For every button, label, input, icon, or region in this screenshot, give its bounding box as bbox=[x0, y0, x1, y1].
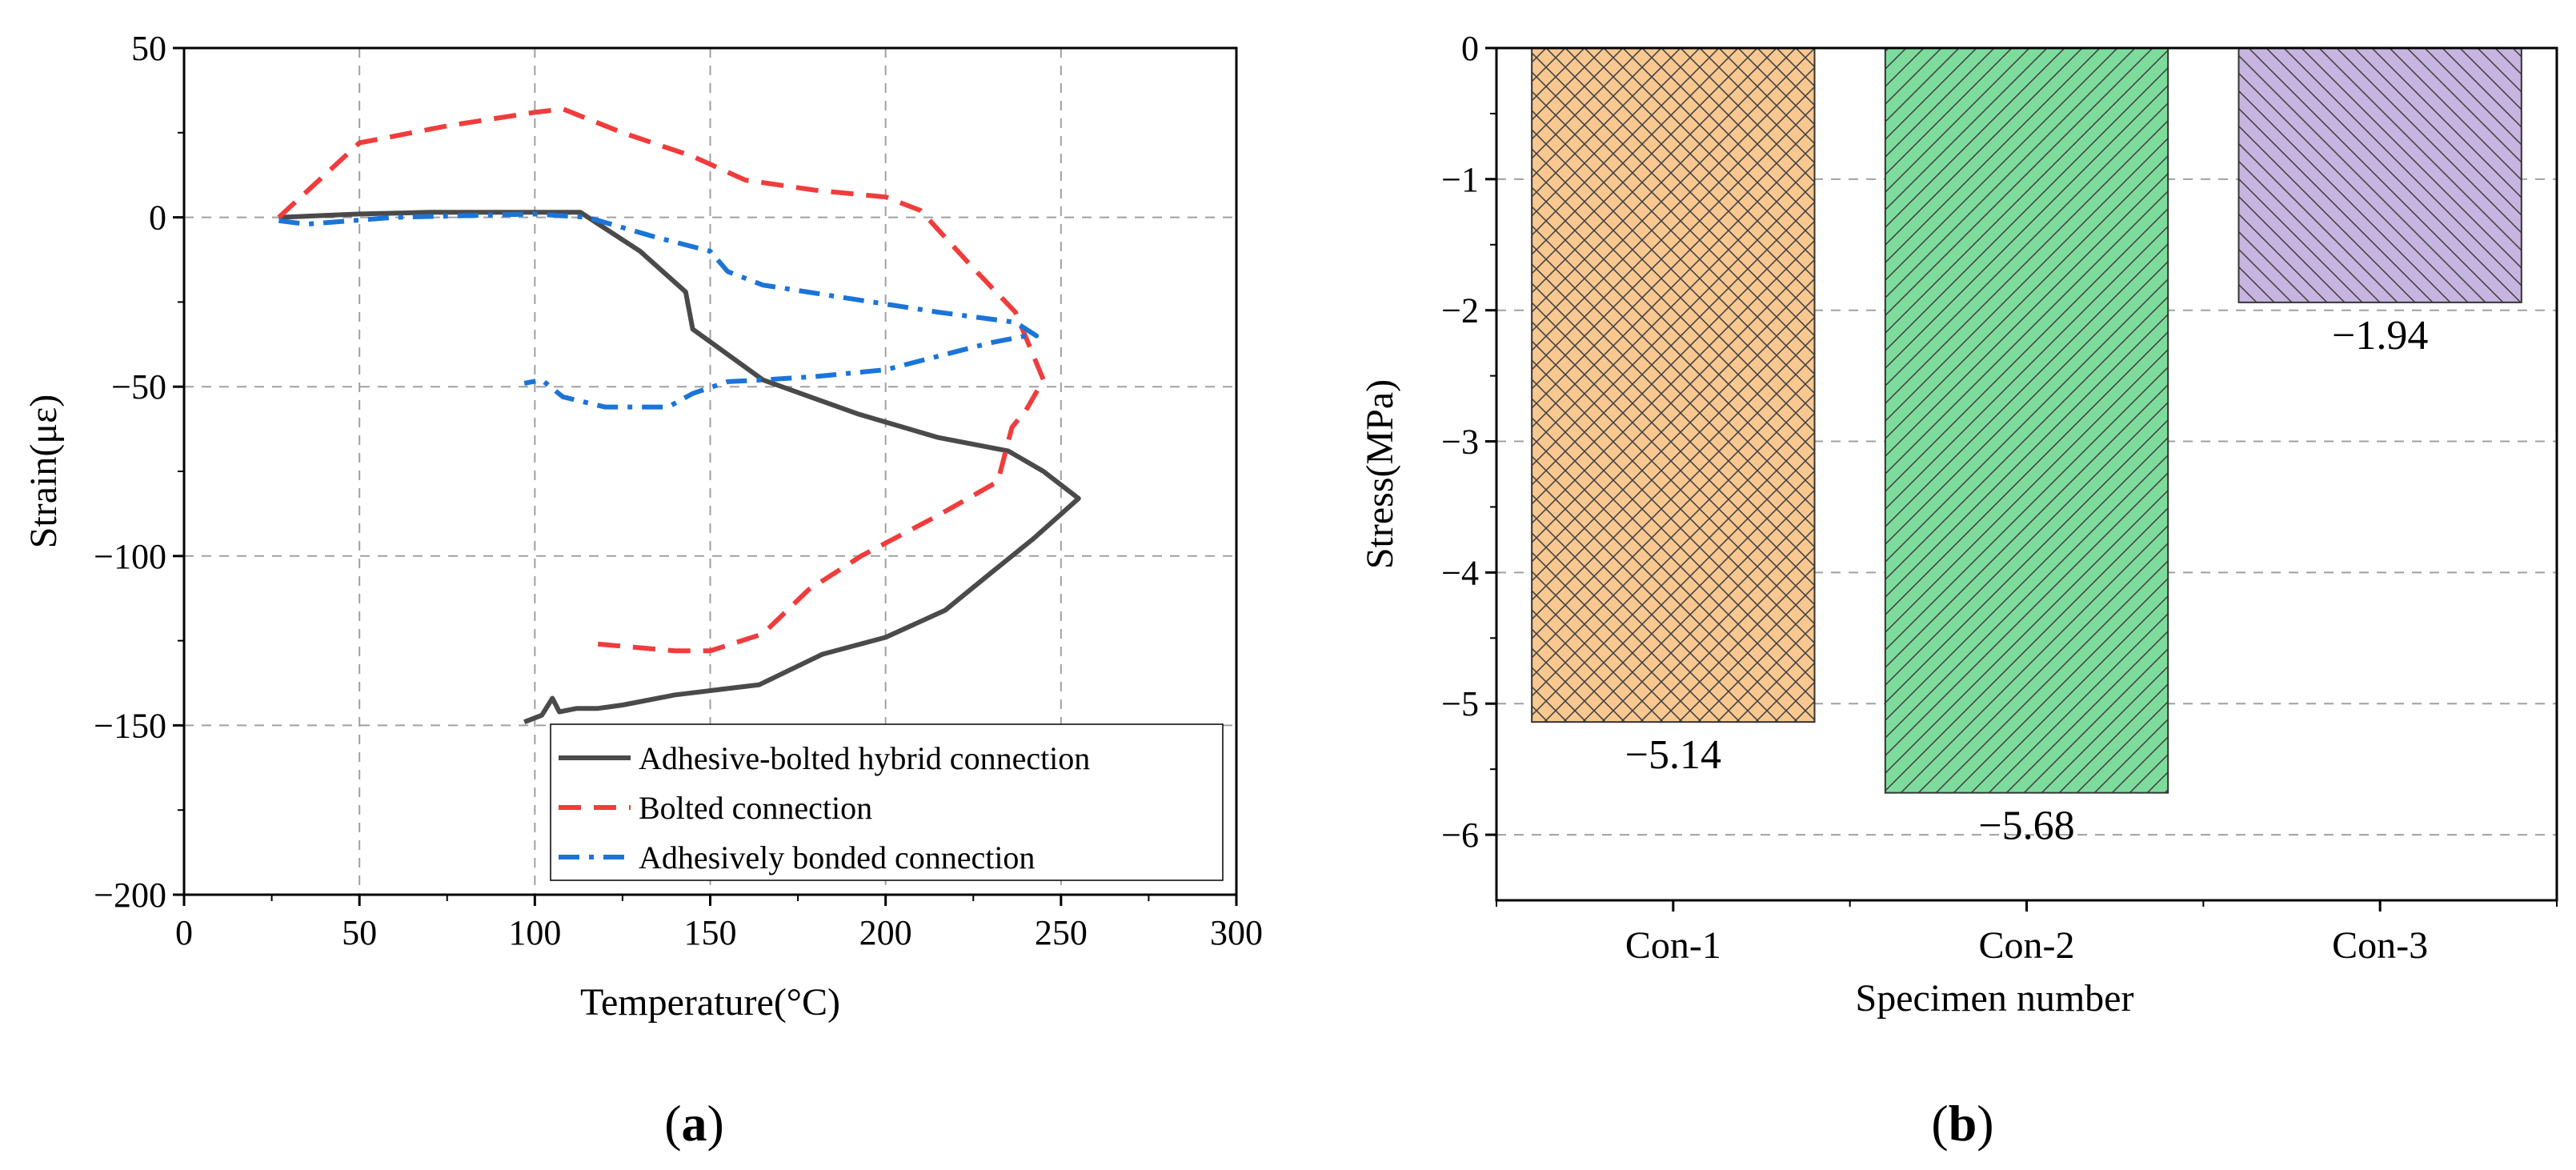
axis-ticks: 0 50 100 150 200 250 300 50 0 −50 −100 −150 −200 bbox=[94, 29, 1263, 952]
bar-value-label: −5.68 bbox=[1978, 803, 2074, 849]
x-tick-label: 150 bbox=[684, 913, 737, 952]
x-tick-label: 100 bbox=[508, 913, 561, 952]
x-tick-label: 0 bbox=[175, 913, 193, 952]
series-line-bolted bbox=[277, 106, 1046, 654]
x-tick-label: Con-3 bbox=[2332, 924, 2428, 967]
bar-value-label: −1.94 bbox=[2332, 313, 2428, 359]
x-tick-label: Con-2 bbox=[1979, 924, 2075, 967]
panel-label-a: (a) bbox=[664, 1095, 724, 1152]
x-axis-title: Specimen number bbox=[1856, 977, 2134, 1020]
bars-group: −5.14 −5.68 −1.94 bbox=[1531, 47, 2522, 849]
y-tick-label: −1 bbox=[1441, 160, 1479, 199]
series-line-hybrid bbox=[278, 210, 1081, 724]
bar-con-1 bbox=[1531, 47, 1816, 723]
y-tick-label: 0 bbox=[1461, 29, 1479, 68]
x-tick-label: 200 bbox=[859, 913, 912, 952]
panel-letter-a: a bbox=[682, 1095, 707, 1152]
series-line-bonded bbox=[278, 211, 1040, 410]
y-tick-label: −100 bbox=[94, 537, 166, 576]
bar-con-2 bbox=[1884, 47, 2169, 794]
y-tick-label: −2 bbox=[1441, 291, 1479, 331]
panel-label-b: (b) bbox=[1931, 1095, 1993, 1152]
y-tick-label: −50 bbox=[111, 367, 166, 407]
y-tick-label: −150 bbox=[94, 706, 166, 745]
line-chart-panel: 0 50 100 150 200 250 300 50 0 −50 −100 −150 −200 Tem… bbox=[22, 29, 1263, 1152]
legend-label-hybrid: Adhesive-bolted hybrid connection bbox=[639, 740, 1090, 776]
y-tick-label: 50 bbox=[131, 29, 166, 68]
legend-label-bolted: Bolted connection bbox=[639, 790, 872, 826]
legend: Adhesive-bolted hybrid connection Bolted… bbox=[550, 723, 1224, 881]
y-axis-title: Strain(με) bbox=[22, 395, 65, 549]
y-tick-label: −3 bbox=[1441, 423, 1479, 462]
y-tick-label: −6 bbox=[1441, 815, 1479, 855]
x-axis-title: Temperature(°C) bbox=[580, 981, 840, 1024]
bar-value-label: −5.14 bbox=[1625, 732, 1721, 778]
legend-box bbox=[550, 723, 1224, 881]
x-tick-label: 300 bbox=[1210, 913, 1263, 952]
series-group bbox=[277, 106, 1081, 724]
panel-letter-b: b bbox=[1949, 1095, 1977, 1152]
axis-ticks: 0 −1 −2 −3 −4 −5 −6 Con-1 Con-2 Con-3 bbox=[1441, 29, 2558, 967]
x-tick-label: 50 bbox=[342, 913, 377, 952]
y-axis-title: Stress(MPa) bbox=[1359, 379, 1401, 569]
x-tick-label: Con-1 bbox=[1625, 924, 1721, 967]
bar-chart-panel: −5.14 −5.68 −1.94 0 −1 −2 −3 −4 −5 −6 Con-1 Con-2 C… bbox=[1359, 29, 2558, 1152]
y-tick-label: −4 bbox=[1441, 553, 1479, 592]
legend-label-bonded: Adhesively bonded connection bbox=[639, 839, 1035, 875]
y-tick-label: 0 bbox=[149, 198, 166, 238]
y-tick-label: −200 bbox=[94, 875, 166, 915]
y-tick-label: −5 bbox=[1441, 684, 1479, 723]
bar-con-3 bbox=[2237, 47, 2522, 303]
x-tick-label: 250 bbox=[1035, 913, 1088, 952]
